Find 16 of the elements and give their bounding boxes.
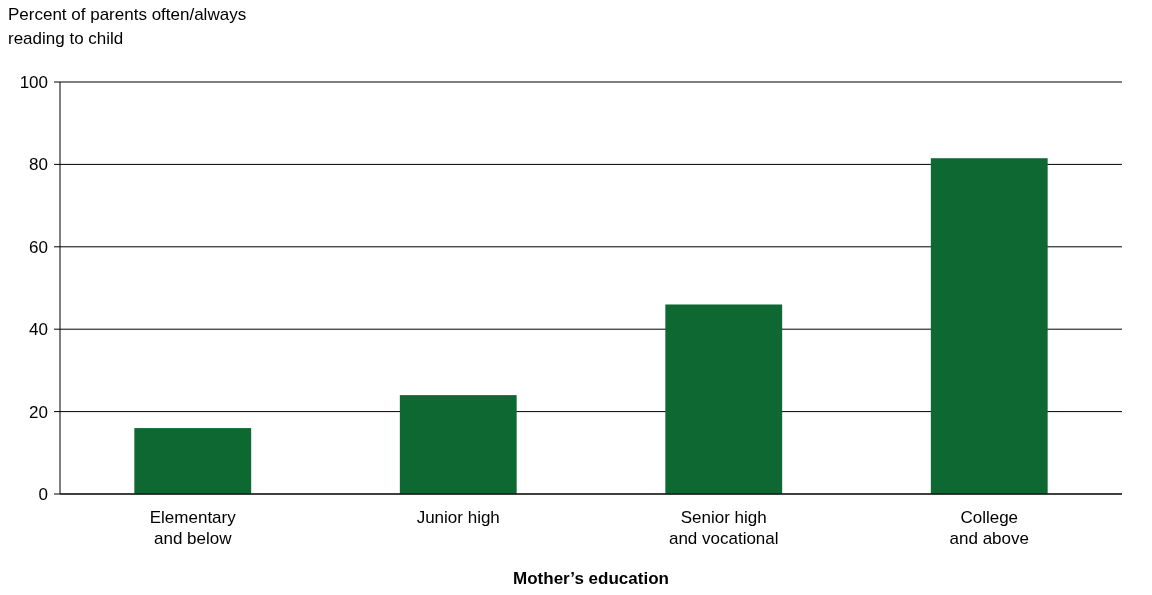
x-axis-title: Mother’s education [513,569,669,588]
bar [930,158,1048,494]
y-tick-label: 40 [29,320,48,340]
y-tick-label: 100 [19,72,48,92]
x-tick-label: Junior high [416,508,500,527]
x-tick-label: College and above [949,508,1029,548]
x-tick-label: Senior high and vocational [668,508,779,548]
y-tick-label: 0 [38,484,48,504]
y-axis-title: Percent of parents often/always reading to child [8,5,247,48]
bar [399,395,517,494]
y-tick-label: 60 [29,237,48,257]
bar [134,428,252,494]
y-tick-label: 80 [29,155,48,175]
y-tick-label: 20 [29,402,48,422]
x-tick-label: Elementary and below [149,508,237,548]
bar [665,304,783,494]
